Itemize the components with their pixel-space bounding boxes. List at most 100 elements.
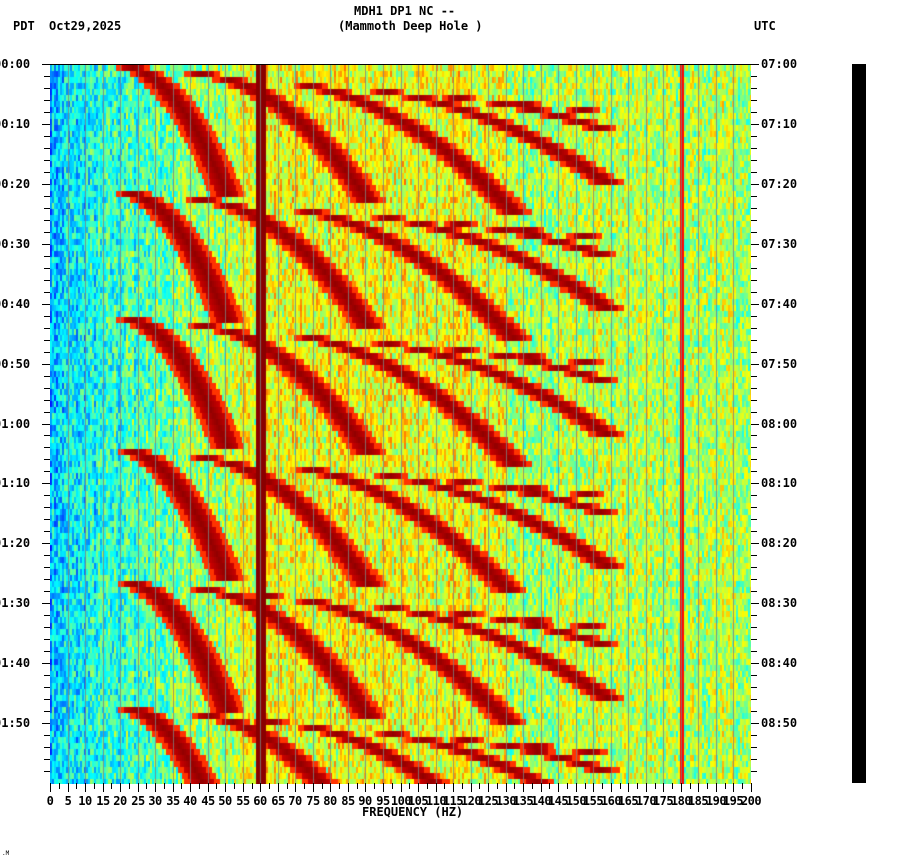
y-tick-left <box>44 340 50 341</box>
right-timezone: UTC <box>754 19 776 33</box>
x-tick-label: 135 <box>512 794 534 808</box>
y-tick-left <box>44 687 50 688</box>
y-tick-right <box>751 435 757 436</box>
y-tick-right <box>751 519 757 520</box>
x-tick-label: 190 <box>705 794 727 808</box>
y-label-left: 00:40 <box>0 297 31 311</box>
y-tick-right <box>751 531 757 532</box>
y-label-left: 00:10 <box>0 117 31 131</box>
y-tick-left <box>44 316 50 317</box>
x-tick <box>146 783 147 789</box>
x-tick <box>444 783 445 789</box>
date-label: Oct29,2025 <box>49 19 122 33</box>
x-tick <box>164 783 165 789</box>
x-tick-label: 100 <box>390 794 412 808</box>
y-tick-left <box>44 136 50 137</box>
x-tick <box>523 783 524 792</box>
x-tick <box>690 783 691 789</box>
y-tick-right <box>751 627 757 628</box>
y-label-right: 08:50 <box>761 716 798 730</box>
y-tick-right <box>751 304 759 305</box>
y-tick-left <box>42 723 50 724</box>
y-tick-left <box>44 627 50 628</box>
station-title: MDH1 DP1 NC -- <box>354 4 456 18</box>
y-tick-right <box>751 507 757 508</box>
y-tick-left <box>42 184 50 185</box>
y-tick-right <box>751 100 757 101</box>
y-tick-right <box>751 747 757 748</box>
x-tick <box>646 783 647 792</box>
x-tick <box>234 783 235 789</box>
y-tick-right <box>751 196 757 197</box>
x-tick <box>252 783 253 789</box>
y-label-right: 07:30 <box>761 237 798 251</box>
x-tick <box>576 783 577 792</box>
x-tick <box>637 783 638 789</box>
x-tick-label: 80 <box>323 794 337 808</box>
y-tick-left <box>44 256 50 257</box>
x-tick <box>401 783 402 792</box>
x-tick-label: 200 <box>740 794 762 808</box>
y-label-left: 01:10 <box>0 476 31 490</box>
x-tick <box>138 783 139 792</box>
y-tick-left <box>42 304 50 305</box>
y-tick-right <box>751 220 757 221</box>
y-tick-left <box>44 639 50 640</box>
y-tick-right <box>751 555 757 556</box>
y-tick-right <box>751 352 757 353</box>
x-tick <box>611 783 612 792</box>
x-tick <box>541 783 542 792</box>
y-tick-right <box>751 735 757 736</box>
x-tick <box>751 783 752 792</box>
x-tick-label: 55 <box>236 794 250 808</box>
y-tick-right <box>751 591 757 592</box>
y-tick-left <box>44 376 50 377</box>
y-tick-left <box>42 124 50 125</box>
y-label-left: 01:40 <box>0 656 31 670</box>
y-tick-left <box>44 268 50 269</box>
left-timezone: PDT <box>13 19 35 33</box>
y-label-left: 01:30 <box>0 596 31 610</box>
y-tick-left <box>42 483 50 484</box>
x-tick <box>585 783 586 789</box>
x-tick <box>330 783 331 792</box>
x-tick <box>558 783 559 792</box>
y-tick-left <box>44 459 50 460</box>
x-tick <box>322 783 323 789</box>
y-tick-left <box>44 675 50 676</box>
y-label-left: 00:50 <box>0 357 31 371</box>
x-tick <box>471 783 472 792</box>
y-tick-right <box>751 268 757 269</box>
x-tick <box>129 783 130 789</box>
x-tick <box>225 783 226 792</box>
spectrogram-plot <box>50 64 751 784</box>
x-tick <box>208 783 209 792</box>
x-tick <box>348 783 349 792</box>
x-tick-label: 85 <box>341 794 355 808</box>
y-tick-right <box>751 699 757 700</box>
y-tick-right <box>751 340 757 341</box>
x-tick-label: 195 <box>722 794 744 808</box>
x-tick <box>514 783 515 789</box>
x-tick-label: 30 <box>148 794 162 808</box>
x-tick-label: 185 <box>687 794 709 808</box>
y-label-left: 01:20 <box>0 536 31 550</box>
x-tick <box>59 783 60 789</box>
y-label-right: 07:10 <box>761 117 798 131</box>
x-tick-label: 75 <box>306 794 320 808</box>
x-tick-label: 145 <box>547 794 569 808</box>
y-tick-right <box>751 124 759 125</box>
y-tick-left <box>44 148 50 149</box>
x-tick-label: 70 <box>288 794 302 808</box>
x-tick <box>313 783 314 792</box>
y-tick-left <box>44 507 50 508</box>
x-tick <box>216 783 217 789</box>
y-tick-right <box>751 567 757 568</box>
x-tick-label: 90 <box>358 794 372 808</box>
y-tick-left <box>44 711 50 712</box>
amplitude-bar <box>852 64 866 783</box>
x-tick <box>269 783 270 789</box>
x-tick <box>436 783 437 792</box>
x-tick <box>418 783 419 792</box>
y-tick-left <box>44 471 50 472</box>
